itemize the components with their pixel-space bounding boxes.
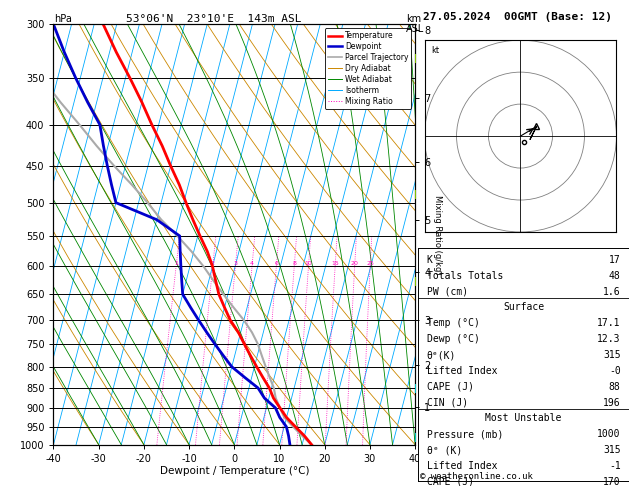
Text: 53°06'N  23°10'E  143m ASL: 53°06'N 23°10'E 143m ASL	[126, 14, 302, 24]
Text: θᵉ(K): θᵉ(K)	[426, 350, 456, 360]
Text: |: |	[414, 433, 417, 442]
X-axis label: Dewpoint / Temperature (°C): Dewpoint / Temperature (°C)	[160, 467, 309, 476]
Text: K: K	[426, 255, 433, 265]
Text: 3: 3	[233, 261, 237, 266]
Text: 17: 17	[609, 255, 621, 265]
Text: 10: 10	[304, 261, 313, 266]
Text: CAPE (J): CAPE (J)	[426, 382, 474, 392]
Text: 2: 2	[211, 261, 214, 266]
Text: © weatheronline.co.uk: © weatheronline.co.uk	[420, 472, 533, 481]
Text: 88: 88	[609, 382, 621, 392]
Text: 17.1: 17.1	[597, 318, 621, 329]
Y-axis label: Mixing Ratio (g/kg): Mixing Ratio (g/kg)	[433, 195, 442, 274]
Text: 1000: 1000	[597, 429, 621, 439]
Text: 12.3: 12.3	[597, 334, 621, 344]
Text: PW (cm): PW (cm)	[426, 287, 468, 296]
Text: Lifted Index: Lifted Index	[426, 461, 497, 471]
Text: Surface: Surface	[503, 302, 544, 312]
Text: Lifted Index: Lifted Index	[426, 366, 497, 376]
Text: 6: 6	[274, 261, 278, 266]
Text: -0: -0	[609, 366, 621, 376]
Text: 170: 170	[603, 477, 621, 486]
Text: |: |	[414, 384, 417, 393]
Text: Dewp (°C): Dewp (°C)	[426, 334, 479, 344]
Text: Pressure (mb): Pressure (mb)	[426, 429, 503, 439]
Text: km
ASL: km ASL	[406, 14, 424, 34]
Text: |: |	[414, 190, 417, 199]
Text: Totals Totals: Totals Totals	[426, 271, 503, 281]
Text: 196: 196	[603, 398, 621, 408]
Text: -1: -1	[609, 461, 621, 471]
Text: θᵉ (K): θᵉ (K)	[426, 445, 462, 455]
Text: 27.05.2024  00GMT (Base: 12): 27.05.2024 00GMT (Base: 12)	[423, 12, 611, 22]
Text: kt: kt	[431, 46, 439, 55]
Text: hPa: hPa	[54, 14, 72, 24]
Legend: Temperature, Dewpoint, Parcel Trajectory, Dry Adiabat, Wet Adiabat, Isotherm, Mi: Temperature, Dewpoint, Parcel Trajectory…	[325, 28, 411, 109]
Text: CIN (J): CIN (J)	[426, 398, 468, 408]
Text: 48: 48	[609, 271, 621, 281]
Text: 315: 315	[603, 445, 621, 455]
Text: |: |	[414, 54, 417, 63]
Text: Most Unstable: Most Unstable	[486, 414, 562, 423]
Text: 1: 1	[174, 261, 178, 266]
Text: |: |	[414, 278, 417, 286]
Text: 4: 4	[250, 261, 254, 266]
Text: LCL: LCL	[417, 423, 431, 432]
Text: 315: 315	[603, 350, 621, 360]
Text: 1.6: 1.6	[603, 287, 621, 296]
Text: 15: 15	[331, 261, 339, 266]
Text: 8: 8	[292, 261, 296, 266]
Text: 20: 20	[351, 261, 359, 266]
Text: Temp (°C): Temp (°C)	[426, 318, 479, 329]
Text: 25: 25	[366, 261, 374, 266]
Text: CAPE (J): CAPE (J)	[426, 477, 474, 486]
